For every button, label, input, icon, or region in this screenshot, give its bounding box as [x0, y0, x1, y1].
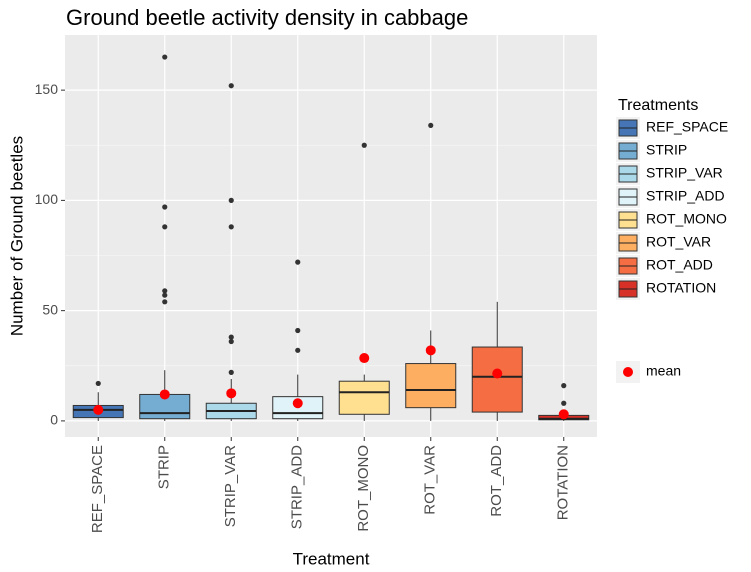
x-tick-label: ROTATION	[555, 445, 572, 520]
chart-title: Ground beetle activity density in cabbag…	[66, 5, 468, 30]
outlier	[295, 327, 301, 334]
x-tick-label: REF_SPACE	[89, 445, 106, 533]
outlier	[162, 299, 168, 305]
x-tick-label: ROT_VAR	[422, 445, 439, 515]
legend-label: STRIP_ADD	[646, 188, 725, 204]
legend-label: ROT_ADD	[646, 257, 713, 273]
outlier	[228, 83, 234, 89]
outlier	[162, 204, 168, 210]
x-tick-label: ROT_MONO	[355, 445, 372, 532]
mean-point	[492, 368, 503, 379]
y-axis-label: Number of Ground beetles	[7, 136, 26, 336]
y-tick-label: 0	[50, 412, 58, 428]
outlier	[361, 142, 367, 148]
outlier	[295, 259, 301, 265]
legend-label: STRIP_VAR	[646, 165, 723, 181]
mean-point	[292, 398, 303, 409]
x-tick-label: STRIP	[156, 445, 173, 489]
outlier	[162, 224, 168, 230]
legend-label: STRIP	[646, 142, 687, 158]
y-tick-label: 100	[35, 191, 59, 207]
outlier	[295, 347, 301, 353]
box	[471, 346, 523, 413]
legend-label: ROT_VAR	[646, 234, 711, 250]
legend-label: mean	[646, 363, 681, 379]
mean-point	[425, 345, 436, 356]
x-axis-label: Treatment	[293, 549, 370, 568]
outlier	[162, 54, 168, 60]
x-tick-label: ROT_ADD	[488, 445, 505, 517]
outlier	[228, 369, 234, 375]
outlier	[228, 338, 234, 345]
legend-label: ROTATION	[646, 280, 716, 296]
outlier	[228, 334, 234, 340]
box	[405, 363, 457, 409]
box	[338, 380, 390, 415]
outlier	[228, 197, 234, 203]
y-tick-label: 50	[42, 301, 58, 317]
mean-point	[93, 404, 104, 415]
mean-point	[159, 389, 170, 400]
x-tick-label: STRIP_ADD	[289, 445, 306, 529]
outlier	[428, 122, 434, 129]
outlier	[228, 224, 234, 230]
outlier	[162, 292, 168, 298]
mean-point	[359, 353, 370, 364]
outlier	[561, 383, 567, 389]
x-tick-label: STRIP_VAR	[222, 445, 239, 527]
legend-label: REF_SPACE	[646, 119, 728, 135]
mean-point	[558, 409, 569, 420]
outlier	[162, 288, 168, 294]
legend-title: Treatments	[618, 97, 698, 114]
outlier	[561, 400, 567, 406]
outlier	[95, 380, 101, 387]
mean-point	[226, 388, 237, 399]
y-tick-label: 150	[35, 81, 59, 97]
legend-label: ROT_MONO	[646, 211, 727, 227]
legend-mean-key	[623, 367, 633, 377]
